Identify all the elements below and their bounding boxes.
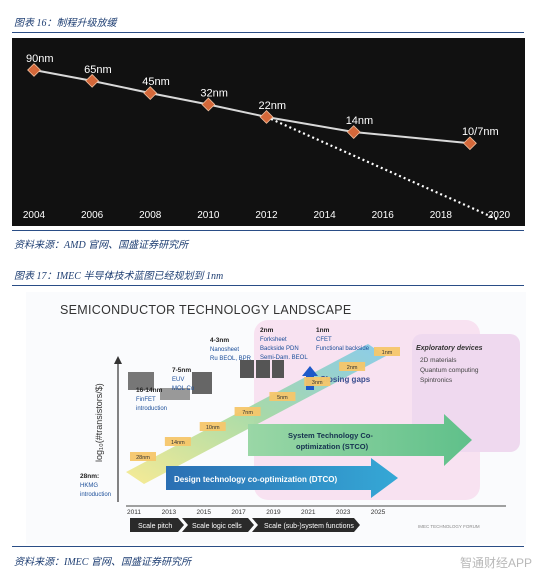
y-axis-label: log₁₀(#transistors/$) (94, 383, 104, 462)
stco-arrow (248, 414, 472, 466)
x-tick-label: 2018 (430, 210, 453, 221)
milestone-title: 28nm: (80, 473, 99, 480)
milestone-detail: Forksheet (260, 337, 287, 343)
data-point (201, 97, 216, 112)
x-tick-label: 2010 (197, 210, 220, 221)
x-tick-label: 2014 (314, 210, 337, 221)
x-tick-label: 2021 (301, 509, 316, 516)
series-line (33, 69, 471, 145)
data-label: 45nm (142, 76, 170, 88)
x-tick-label: 2016 (372, 210, 395, 221)
data-point (259, 110, 274, 124)
node-label: 3nm (312, 380, 323, 386)
figure1-caption: 图表 16：制程升级放缓 (14, 18, 117, 29)
node-step (269, 392, 296, 401)
node-label: 2nm (347, 365, 358, 371)
dtco-label: Design technology co-optimization (DTCO) (174, 475, 337, 484)
milestone-title: 2nm (260, 327, 274, 334)
x-tick-label: 2006 (81, 210, 104, 221)
node-step (164, 437, 191, 446)
node-step (234, 407, 261, 416)
data-label: 32nm (200, 87, 228, 99)
node-step (199, 422, 226, 431)
closing-gaps-label: Closing gaps (320, 375, 371, 384)
node-step (130, 452, 156, 461)
milestone-title: 7-5nm (172, 367, 191, 374)
data-label: 65nm (84, 64, 112, 76)
exploratory-item: 2D materials (420, 357, 457, 364)
data-point (27, 63, 41, 77)
milestone-detail: CFET (316, 337, 332, 343)
node-step (304, 377, 331, 386)
stco-label-1: System Technology Co- (288, 431, 373, 440)
figure2-rule-bottom (12, 546, 524, 547)
milestone-detail: Semi-Dam. BEOL (260, 355, 308, 361)
milestone-detail: FinFET (136, 397, 156, 403)
trend-line (266, 115, 500, 222)
figure1-source: 资料来源：AMD 官网、国盛证券研究所 (14, 240, 189, 251)
figure2-caption: 图表 17：IMEC 半导体技术蓝图已经规划到 1nm (14, 271, 224, 282)
x-tick-label: 2025 (371, 509, 386, 516)
dtco-arrow (166, 458, 398, 498)
milestone-detail: EUV (172, 377, 184, 383)
figure1-rule (12, 32, 524, 33)
node-label: 1nm (382, 350, 393, 356)
x-tick-label: 2023 (336, 509, 351, 516)
imec-roadmap-diagram: log₁₀(#transistors/$) Design technology … (26, 292, 526, 544)
forum-footer: IMEC TECHNOLOGY FORUM (418, 524, 480, 529)
data-label: 14nm (346, 115, 374, 127)
milestone-detail: MOL Co (172, 386, 195, 392)
milestone-detail: Functional backside (316, 346, 370, 352)
node-step (339, 362, 366, 371)
exploratory-title: Exploratory devices (416, 345, 483, 352)
data-label: 10/7nm (462, 126, 499, 138)
milestone-title: 1nm (316, 327, 330, 334)
data-point (463, 136, 477, 151)
x-tick-label: 2017 (231, 509, 246, 516)
watermark: 智通财经APP (459, 556, 532, 570)
milestone-detail: Ru BEOL, BPR (210, 356, 252, 362)
stco-label-2: optimization (STCO) (296, 442, 369, 451)
data-point (346, 125, 361, 139)
x-tick-label: 2011 (127, 509, 141, 516)
node-label: 14nm (171, 440, 185, 446)
node-label: 7nm (242, 410, 253, 416)
x-tick-label: 2008 (139, 210, 162, 221)
data-label: 22nm (259, 100, 287, 112)
phase-label: Scale logic cells (192, 523, 242, 530)
process-node-line-chart: 90nm 65nm 45nm 32nm 22nm 14nm 10/7nm 2004 2006 20… (12, 38, 525, 226)
phase-label: Scale (sub-)system functions (264, 523, 354, 530)
phase-label: Scale pitch (138, 523, 172, 530)
y-axis-arrow (114, 356, 122, 364)
exploratory-item: Quantum computing (420, 367, 479, 374)
chip-images (128, 360, 284, 400)
figure1-rule-bottom (12, 230, 524, 231)
x-tick-label: 2013 (162, 509, 177, 516)
milestone-detail: introduction (80, 492, 111, 498)
figure2-source: 资料来源：IMEC 官网、国盛证券研究所 (14, 557, 191, 568)
figure2-rule (12, 285, 524, 286)
phase-bar: Scale pitch Scale logic cells Scale (sub… (130, 518, 360, 532)
node-label: 10nm (206, 425, 220, 431)
x-tick-label: 2015 (196, 509, 211, 516)
data-label: 90nm (26, 53, 54, 65)
milestone-detail: Backside PDN (260, 346, 299, 352)
milestone-detail: introduction (136, 406, 167, 412)
milestone-title: 16-14nm (136, 387, 163, 394)
node-step (374, 347, 400, 356)
roadmap-title: SEMICONDUCTOR TECHNOLOGY LANDSCAPE (60, 303, 352, 317)
exploratory-box (412, 334, 520, 452)
x-tick-label: 2020 (488, 210, 511, 221)
milestone-detail: HKMG (80, 483, 98, 489)
milestone-title: 4-3nm (210, 337, 229, 344)
x-tick-label: 2012 (255, 210, 278, 221)
x-tick-label: 2004 (23, 210, 46, 221)
milestone-detail: Nanosheet (210, 347, 239, 353)
data-point (143, 86, 158, 101)
data-point (85, 73, 100, 88)
node-label: 5nm (277, 395, 288, 401)
x-tick-label: 2019 (266, 509, 281, 516)
node-label: 28nm (136, 455, 150, 461)
exploratory-item: Spintronics (420, 377, 453, 384)
